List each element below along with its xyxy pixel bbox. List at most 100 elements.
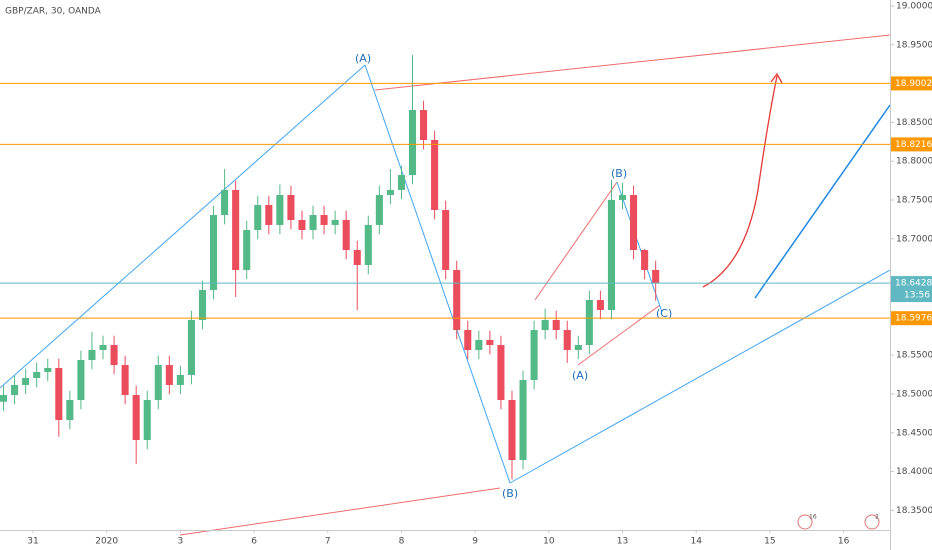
annotation: (B) (502, 487, 518, 500)
y-tick-label: 19.00000 (896, 1, 932, 11)
y-tick-label: 18.35000 (896, 506, 932, 516)
y-tick-label: 18.45000 (896, 428, 932, 438)
trend-line (509, 269, 891, 484)
candle-body (320, 215, 328, 225)
y-tick-label: 18.55000 (896, 351, 932, 361)
y-tick-label: 18.70000 (896, 234, 932, 244)
candle-body (386, 189, 394, 196)
candle-body (497, 345, 505, 401)
x-tick-label: 2020 (95, 537, 118, 547)
candle-body (11, 384, 19, 395)
trend-line (364, 64, 511, 484)
price-label-box (891, 311, 932, 326)
candle-body (442, 209, 450, 270)
x-tick-label: 9 (472, 537, 478, 547)
trend-line (179, 487, 501, 536)
candle-body (276, 195, 284, 225)
event-icon: 16 (797, 514, 817, 530)
candle-body (331, 219, 339, 225)
candle-body (375, 195, 383, 225)
x-tick-label: 14 (690, 537, 702, 547)
candle-body (552, 320, 560, 331)
x-tick-label: 13 (617, 537, 628, 547)
price-label: 18.82160 (895, 140, 932, 150)
candle-body (143, 400, 151, 440)
candle-body (464, 330, 472, 350)
price-label: 18.64289 (895, 279, 932, 289)
event-icon: 2 (864, 514, 880, 530)
candle-body (508, 400, 516, 461)
y-tick-label: 18.40000 (896, 467, 932, 477)
candle-body (342, 219, 350, 251)
price-label: 18.59766 (895, 314, 932, 324)
candle-body (630, 195, 638, 251)
candle-body (574, 345, 582, 350)
x-tick-label: 7 (325, 537, 331, 547)
candle-body (641, 250, 649, 270)
candle-body (254, 205, 262, 231)
candle-body (585, 299, 593, 346)
arrow-head (770, 72, 783, 84)
candle-body (397, 174, 405, 190)
candle-body (55, 367, 63, 420)
candle-body (66, 400, 74, 420)
price-label-box (891, 276, 932, 303)
candle-body (563, 330, 571, 350)
event-count: 2 (875, 514, 879, 521)
plot (0, 54, 660, 480)
candle-body (486, 339, 494, 346)
trend-line (616, 181, 663, 313)
candle-body (88, 349, 96, 360)
y-tick-label: 18.95000 (896, 40, 932, 50)
annotation: (A) (572, 369, 588, 382)
candle-body (44, 367, 52, 373)
candle-body (353, 250, 361, 265)
event-count: 16 (809, 514, 817, 521)
trend-line (374, 34, 891, 91)
trend-line (0, 64, 366, 389)
candle-body (22, 377, 30, 385)
price-label-box (891, 76, 932, 91)
y-tick-label: 18.75000 (896, 195, 932, 205)
candle-body (607, 199, 615, 311)
candle-body (176, 374, 184, 385)
candle-body (519, 380, 527, 461)
candle-body (221, 189, 229, 216)
candle-body (154, 365, 162, 401)
chart-title: GBP/ZAR, 30, OANDA (5, 7, 102, 17)
trend-line (754, 104, 891, 299)
x-tick-label: 15 (764, 537, 775, 547)
x-tick-label: 10 (543, 537, 555, 547)
annotation: (B) (611, 167, 627, 180)
drawings (0, 34, 891, 536)
price-label: 18.90020 (895, 79, 932, 89)
y-tick-label: 18.50000 (896, 389, 932, 399)
candle-body (431, 139, 439, 210)
arrow-curve (702, 75, 778, 288)
candle-body (187, 320, 195, 375)
candle-body (232, 189, 240, 270)
candle-body (475, 339, 483, 350)
y-tick-label: 18.80000 (896, 157, 932, 167)
annotation: (C) (656, 307, 672, 320)
candle-body (530, 330, 538, 381)
x-tick-label: 16 (838, 537, 850, 547)
candle-body (596, 299, 604, 311)
candle-body (364, 224, 372, 265)
candle-body (453, 269, 461, 331)
candle-body (165, 365, 173, 385)
candle-body (309, 215, 317, 231)
candle-body (0, 394, 8, 402)
trend-line (577, 304, 661, 366)
candle-body (121, 365, 129, 395)
candle-body (652, 269, 660, 284)
candle-body (33, 372, 41, 378)
y-tick-label: 18.85000 (896, 118, 932, 128)
countdown: 13:56 (904, 291, 930, 301)
candle-body (265, 205, 273, 225)
x-tick-label: 8 (399, 537, 405, 547)
price-label-box (891, 137, 932, 152)
candle-body (541, 320, 549, 331)
x-tick-label: 3 (178, 537, 184, 547)
